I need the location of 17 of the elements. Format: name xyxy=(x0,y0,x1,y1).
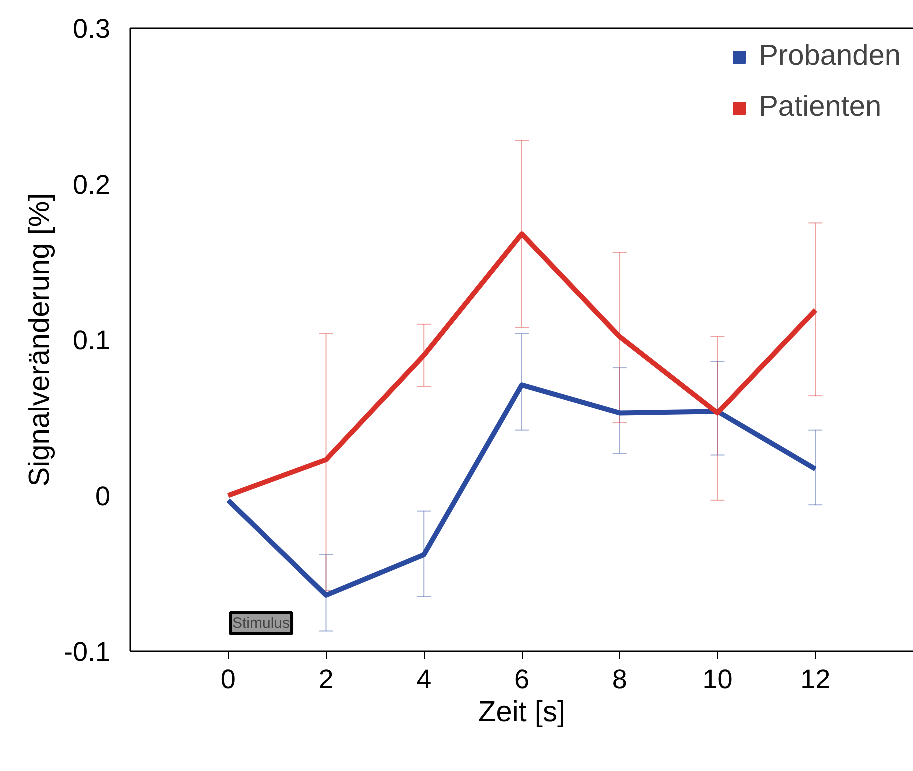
y-tick-label: 0 xyxy=(95,481,111,512)
x-tick-label: 12 xyxy=(800,664,831,694)
x-axis-title: Zeit [s] xyxy=(478,696,566,728)
y-tick-label: 0.1 xyxy=(72,326,111,356)
legend-label: Patienten xyxy=(759,91,882,124)
y-tick-label: 0.2 xyxy=(72,170,111,200)
x-tick-label: 6 xyxy=(514,664,530,694)
x-tick-label: 2 xyxy=(318,664,334,694)
x-tick-label: 4 xyxy=(416,664,432,694)
x-tick-label: 10 xyxy=(702,664,733,694)
y-tick-label: -0.1 xyxy=(64,637,111,667)
y-axis-title: Signalveränderung [%] xyxy=(24,193,56,487)
legend-label: Probanden xyxy=(759,40,901,73)
annotation: Stimulus xyxy=(232,615,290,632)
x-tick-label: 0 xyxy=(220,664,236,694)
x-tick-label: 8 xyxy=(612,664,628,694)
y-tick-label: 0.3 xyxy=(72,14,111,44)
